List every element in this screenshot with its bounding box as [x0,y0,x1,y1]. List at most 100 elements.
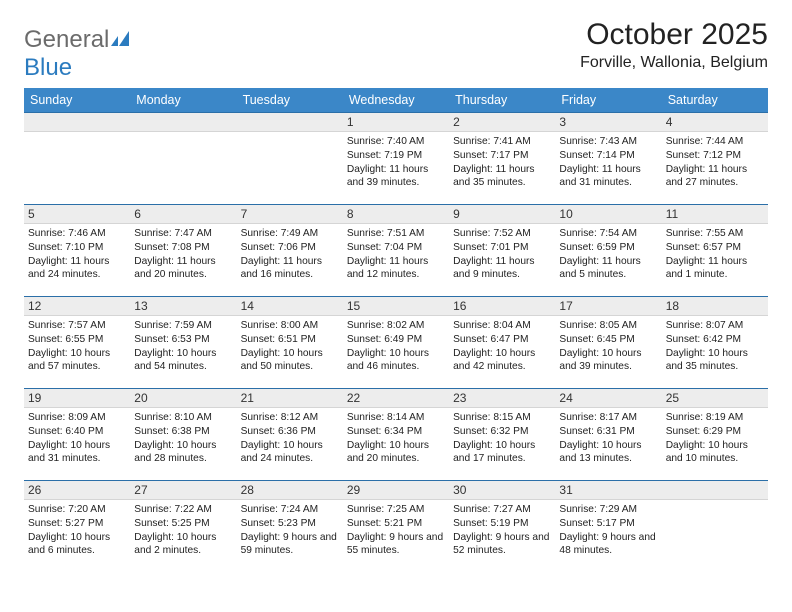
daylight-text: Daylight: 11 hours and 9 minutes. [453,255,551,283]
day-header: Sunday [24,88,130,112]
sunrise-text: Sunrise: 7:29 AM [559,503,657,517]
daylight-text: Daylight: 10 hours and 10 minutes. [666,439,764,467]
sunset-text: Sunset: 7:19 PM [347,149,445,163]
day-details: Sunrise: 8:17 AMSunset: 6:31 PMDaylight:… [555,408,661,468]
daylight-text: Daylight: 10 hours and 54 minutes. [134,347,232,375]
day-number: 4 [662,112,768,132]
calendar-cell: 24Sunrise: 8:17 AMSunset: 6:31 PMDayligh… [555,388,661,480]
sunset-text: Sunset: 7:08 PM [134,241,232,255]
daynum-row-empty [662,480,768,500]
calendar-cell: 15Sunrise: 8:02 AMSunset: 6:49 PMDayligh… [343,296,449,388]
sunrise-text: Sunrise: 7:43 AM [559,135,657,149]
sunrise-text: Sunrise: 7:41 AM [453,135,551,149]
day-number: 25 [662,388,768,408]
day-details: Sunrise: 7:22 AMSunset: 5:25 PMDaylight:… [130,500,236,560]
calendar-cell: 17Sunrise: 8:05 AMSunset: 6:45 PMDayligh… [555,296,661,388]
location: Forville, Wallonia, Belgium [580,54,768,72]
sunset-text: Sunset: 6:31 PM [559,425,657,439]
day-number: 13 [130,296,236,316]
sunrise-text: Sunrise: 8:09 AM [28,411,126,425]
daylight-text: Daylight: 9 hours and 52 minutes. [453,531,551,559]
day-details: Sunrise: 7:29 AMSunset: 5:17 PMDaylight:… [555,500,661,560]
calendar-cell [237,112,343,204]
day-details: Sunrise: 7:47 AMSunset: 7:08 PMDaylight:… [130,224,236,284]
day-details: Sunrise: 8:10 AMSunset: 6:38 PMDaylight:… [130,408,236,468]
day-details: Sunrise: 7:52 AMSunset: 7:01 PMDaylight:… [449,224,555,284]
day-details: Sunrise: 7:51 AMSunset: 7:04 PMDaylight:… [343,224,449,284]
day-details: Sunrise: 7:55 AMSunset: 6:57 PMDaylight:… [662,224,768,284]
logo: GeneralBlue [24,18,133,82]
calendar-cell: 26Sunrise: 7:20 AMSunset: 5:27 PMDayligh… [24,480,130,572]
sunset-text: Sunset: 5:27 PM [28,517,126,531]
sunset-text: Sunset: 6:55 PM [28,333,126,347]
daylight-text: Daylight: 10 hours and 13 minutes. [559,439,657,467]
day-header: Monday [130,88,236,112]
calendar-cell: 13Sunrise: 7:59 AMSunset: 6:53 PMDayligh… [130,296,236,388]
sunrise-text: Sunrise: 7:47 AM [134,227,232,241]
day-details: Sunrise: 7:27 AMSunset: 5:19 PMDaylight:… [449,500,555,560]
calendar-week: 26Sunrise: 7:20 AMSunset: 5:27 PMDayligh… [24,480,768,572]
day-number: 26 [24,480,130,500]
daylight-text: Daylight: 9 hours and 55 minutes. [347,531,445,559]
sunrise-text: Sunrise: 8:19 AM [666,411,764,425]
day-details: Sunrise: 8:19 AMSunset: 6:29 PMDaylight:… [662,408,768,468]
day-number: 7 [237,204,343,224]
day-details: Sunrise: 7:40 AMSunset: 7:19 PMDaylight:… [343,132,449,192]
sunset-text: Sunset: 5:19 PM [453,517,551,531]
calendar-table: SundayMondayTuesdayWednesdayThursdayFrid… [24,88,768,572]
daylight-text: Daylight: 10 hours and 50 minutes. [241,347,339,375]
daylight-text: Daylight: 11 hours and 39 minutes. [347,163,445,191]
sunrise-text: Sunrise: 8:14 AM [347,411,445,425]
day-header: Wednesday [343,88,449,112]
day-details: Sunrise: 7:59 AMSunset: 6:53 PMDaylight:… [130,316,236,376]
day-header: Thursday [449,88,555,112]
day-details: Sunrise: 7:43 AMSunset: 7:14 PMDaylight:… [555,132,661,192]
day-details: Sunrise: 8:14 AMSunset: 6:34 PMDaylight:… [343,408,449,468]
day-number: 15 [343,296,449,316]
daynum-row-empty [130,112,236,132]
sunset-text: Sunset: 7:04 PM [347,241,445,255]
calendar-week: 12Sunrise: 7:57 AMSunset: 6:55 PMDayligh… [24,296,768,388]
day-number: 21 [237,388,343,408]
calendar-cell: 19Sunrise: 8:09 AMSunset: 6:40 PMDayligh… [24,388,130,480]
sunset-text: Sunset: 6:53 PM [134,333,232,347]
calendar-cell: 25Sunrise: 8:19 AMSunset: 6:29 PMDayligh… [662,388,768,480]
sunset-text: Sunset: 6:38 PM [134,425,232,439]
day-number: 20 [130,388,236,408]
day-number: 9 [449,204,555,224]
sunset-text: Sunset: 6:47 PM [453,333,551,347]
sunrise-text: Sunrise: 8:10 AM [134,411,232,425]
sunset-text: Sunset: 6:34 PM [347,425,445,439]
sunrise-text: Sunrise: 7:52 AM [453,227,551,241]
day-details: Sunrise: 7:57 AMSunset: 6:55 PMDaylight:… [24,316,130,376]
sunrise-text: Sunrise: 8:00 AM [241,319,339,333]
day-number: 29 [343,480,449,500]
day-details: Sunrise: 8:05 AMSunset: 6:45 PMDaylight:… [555,316,661,376]
title-block: October 2025 Forville, Wallonia, Belgium [580,18,768,72]
day-number: 6 [130,204,236,224]
sunset-text: Sunset: 6:42 PM [666,333,764,347]
daylight-text: Daylight: 10 hours and 17 minutes. [453,439,551,467]
sunset-text: Sunset: 6:49 PM [347,333,445,347]
daynum-row-empty [237,112,343,132]
sunrise-text: Sunrise: 8:02 AM [347,319,445,333]
day-number: 14 [237,296,343,316]
daylight-text: Daylight: 11 hours and 16 minutes. [241,255,339,283]
calendar-cell: 1Sunrise: 7:40 AMSunset: 7:19 PMDaylight… [343,112,449,204]
day-details: Sunrise: 8:07 AMSunset: 6:42 PMDaylight:… [662,316,768,376]
day-details: Sunrise: 8:15 AMSunset: 6:32 PMDaylight:… [449,408,555,468]
day-details: Sunrise: 7:49 AMSunset: 7:06 PMDaylight:… [237,224,343,284]
daylight-text: Daylight: 11 hours and 31 minutes. [559,163,657,191]
day-number: 11 [662,204,768,224]
sunrise-text: Sunrise: 7:22 AM [134,503,232,517]
sunset-text: Sunset: 6:32 PM [453,425,551,439]
calendar-cell: 21Sunrise: 8:12 AMSunset: 6:36 PMDayligh… [237,388,343,480]
sunset-text: Sunset: 6:29 PM [666,425,764,439]
sunset-text: Sunset: 5:17 PM [559,517,657,531]
day-number: 28 [237,480,343,500]
calendar-cell: 7Sunrise: 7:49 AMSunset: 7:06 PMDaylight… [237,204,343,296]
sunset-text: Sunset: 7:10 PM [28,241,126,255]
daylight-text: Daylight: 10 hours and 20 minutes. [347,439,445,467]
sunset-text: Sunset: 6:57 PM [666,241,764,255]
day-number: 1 [343,112,449,132]
